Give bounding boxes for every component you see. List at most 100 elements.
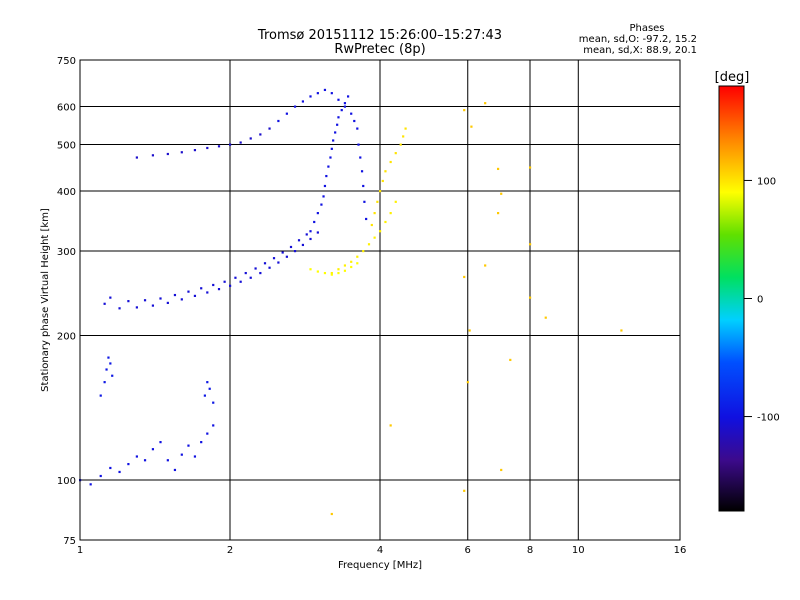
colorbar <box>718 85 745 512</box>
data-point <box>329 156 332 159</box>
data-points <box>79 88 623 516</box>
data-point <box>466 381 469 384</box>
x-axis-label: Frequency [MHz] <box>338 560 422 571</box>
data-point <box>254 267 257 270</box>
colorbar-ticks: 100 0 -100 <box>744 176 780 424</box>
phases-title: Phases <box>629 23 664 34</box>
y-tick-label: 200 <box>57 332 76 343</box>
data-point <box>343 102 347 105</box>
data-point <box>394 152 397 155</box>
data-point <box>212 401 215 404</box>
data-point <box>496 212 500 215</box>
data-point <box>111 374 114 377</box>
data-point <box>268 266 271 269</box>
data-point <box>337 116 340 119</box>
data-point <box>384 220 387 224</box>
data-point <box>135 156 138 159</box>
data-point <box>244 271 247 275</box>
data-point <box>484 102 487 105</box>
data-point <box>362 184 365 188</box>
y-axis-label: Stationary phase Virtual Height [km] <box>40 208 51 392</box>
data-point <box>305 233 308 236</box>
data-point <box>356 127 359 130</box>
data-point <box>373 236 376 239</box>
data-point <box>330 147 333 150</box>
x-tick-label: 10 <box>572 545 585 556</box>
data-point <box>193 294 197 297</box>
y-tick-label: 75 <box>63 536 76 547</box>
data-point <box>285 255 288 258</box>
data-point <box>166 152 169 156</box>
data-point <box>166 459 169 462</box>
colorbar-tick-label: -100 <box>757 413 780 424</box>
data-point <box>470 125 473 128</box>
data-point <box>337 98 340 101</box>
data-point <box>402 135 405 138</box>
y-tick-label: 300 <box>57 247 76 258</box>
data-point <box>277 119 280 123</box>
y-tick-label: 600 <box>57 103 76 114</box>
data-point <box>277 261 280 264</box>
data-point <box>309 230 312 233</box>
data-point <box>362 250 365 253</box>
data-point <box>356 262 359 265</box>
data-point <box>105 368 108 371</box>
data-point <box>143 299 147 302</box>
data-point <box>463 489 466 492</box>
data-point <box>212 424 215 427</box>
data-point <box>389 212 392 215</box>
data-point <box>379 230 382 233</box>
data-point <box>316 92 319 95</box>
data-point <box>166 301 169 305</box>
data-point <box>206 291 209 294</box>
data-point <box>109 296 112 299</box>
data-point <box>151 154 155 157</box>
data-point <box>313 220 316 224</box>
data-point <box>330 512 333 516</box>
data-point <box>180 453 183 456</box>
data-point <box>343 105 347 108</box>
plot-frame <box>79 59 681 541</box>
data-point <box>289 245 293 249</box>
data-point <box>360 170 364 173</box>
data-point <box>376 200 379 203</box>
data-point <box>293 105 297 108</box>
data-point <box>234 276 237 279</box>
data-point <box>463 109 466 112</box>
data-point <box>206 381 209 384</box>
data-point <box>217 145 221 148</box>
x-tick-label: 16 <box>674 545 687 556</box>
data-point <box>353 119 356 123</box>
data-point <box>309 237 312 241</box>
data-point <box>356 255 359 258</box>
data-point <box>109 362 112 365</box>
data-point <box>336 123 339 126</box>
data-point <box>365 217 368 221</box>
data-point <box>529 166 532 169</box>
data-point <box>206 432 209 435</box>
data-point <box>404 127 407 130</box>
data-point <box>337 271 340 275</box>
data-point <box>99 394 102 397</box>
phases-x-line: mean, sd,X: 88.9, 20.1 <box>583 45 697 56</box>
data-point <box>249 276 252 279</box>
data-point <box>343 269 347 272</box>
data-point <box>143 459 147 462</box>
data-point <box>322 195 325 198</box>
data-point <box>509 358 512 362</box>
x-tick-label: 2 <box>227 545 233 556</box>
chart-title: Tromsø 20151112 15:26:00–15:27:43 <box>257 28 502 43</box>
data-point <box>484 264 487 267</box>
data-point <box>259 271 262 275</box>
data-point <box>381 179 384 183</box>
data-point <box>180 298 183 301</box>
data-point <box>332 139 335 142</box>
data-point <box>297 239 301 242</box>
data-point <box>293 250 297 253</box>
data-point <box>316 270 319 273</box>
data-point <box>206 146 209 150</box>
data-point <box>187 290 190 293</box>
data-point <box>363 200 366 203</box>
data-point <box>229 143 232 146</box>
